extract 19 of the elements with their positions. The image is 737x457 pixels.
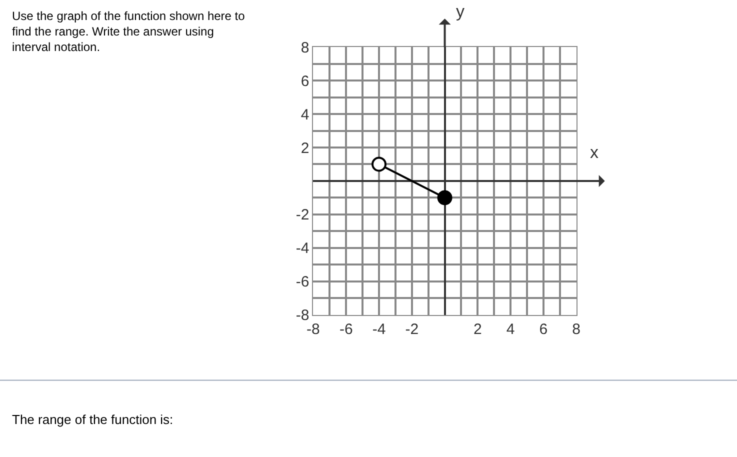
text: The range of the function is: <box>12 412 174 427</box>
x-tick-label: 6 <box>539 320 548 338</box>
x-tick-label: 2 <box>473 320 482 338</box>
x-tick-label: -2 <box>405 320 419 338</box>
y-tick-label: 4 <box>300 106 310 124</box>
x-tick-label: 4 <box>506 320 515 338</box>
y-tick-label: 2 <box>300 140 310 157</box>
y-tick-label: -8 <box>296 307 310 324</box>
x-tick-label: 8 <box>572 320 581 338</box>
y-tick-label: -4 <box>296 240 310 258</box>
y-tick-label: 6 <box>300 72 310 90</box>
x-tick-label: -6 <box>339 320 353 338</box>
y-axis-title: y <box>456 2 465 21</box>
y-tick-label: 8 <box>300 39 310 56</box>
y-tick-label: -6 <box>296 274 310 291</box>
text: Use the graph of the function shown here to find the range. Write the answer using interval notation. <box>12 9 246 54</box>
y-tick-label: -2 <box>296 206 310 224</box>
x-axis-title: x <box>590 143 599 162</box>
x-tick-label: -4 <box>372 320 386 338</box>
